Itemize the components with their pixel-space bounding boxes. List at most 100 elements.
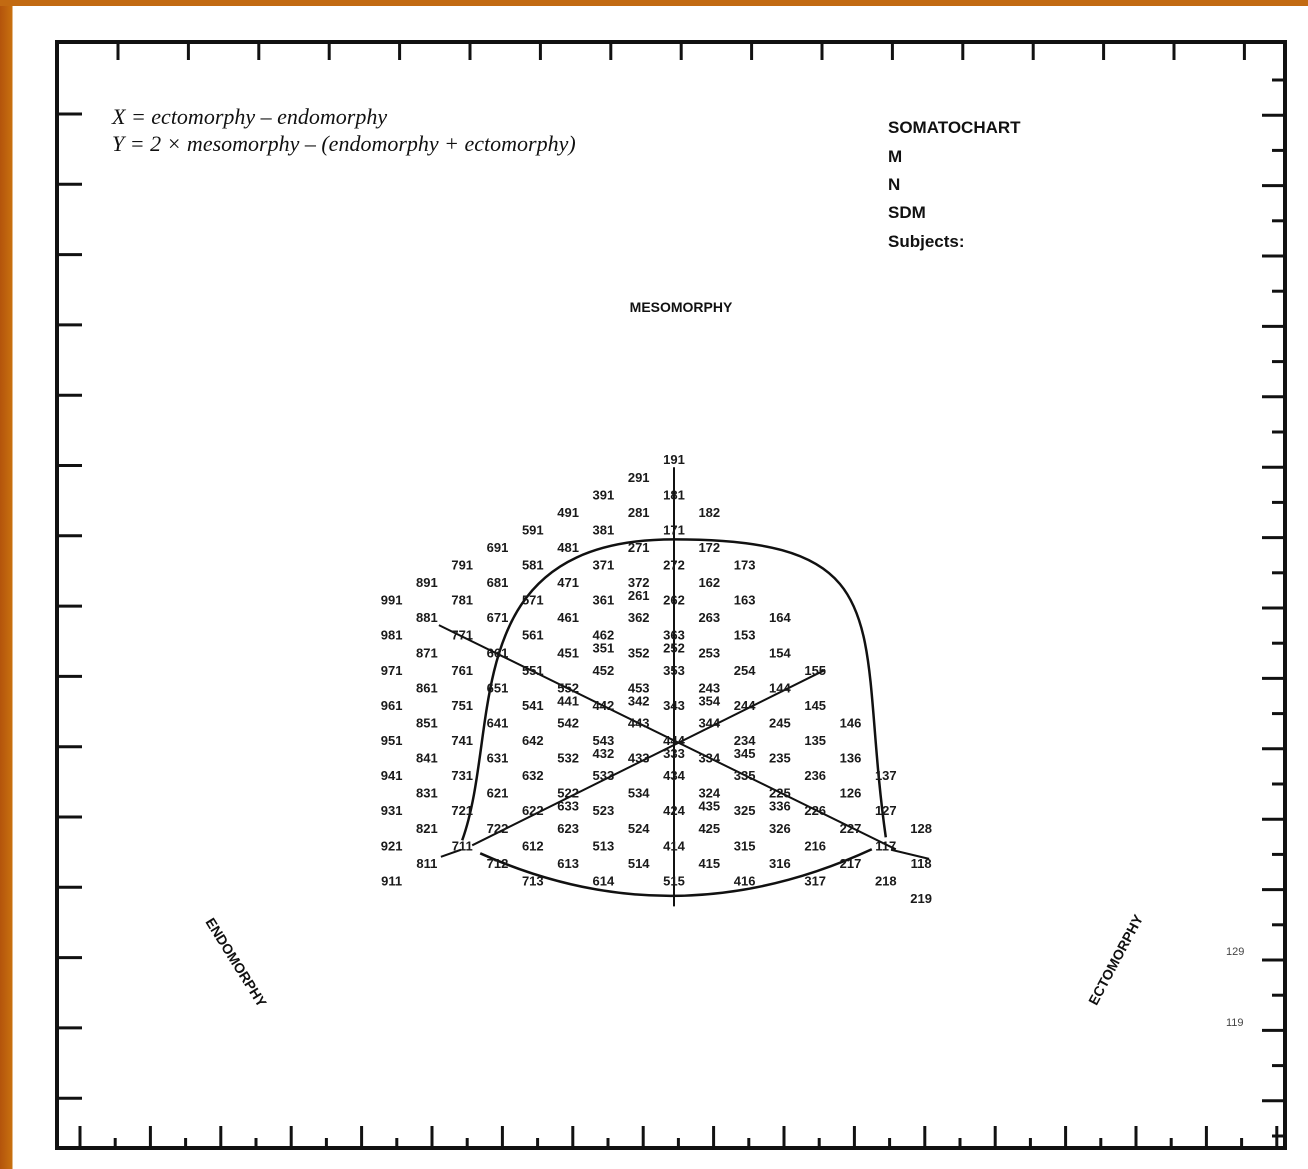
somatotype-label: 226 (804, 803, 826, 818)
somatotype-label: 633 (557, 799, 579, 814)
somatotype-label: 243 (698, 680, 720, 695)
somatotype-label: 162 (698, 575, 720, 590)
somatotype-label: 851 (416, 715, 438, 730)
somatotype-label: 571 (522, 593, 544, 608)
somatotype-label: 415 (698, 856, 720, 871)
legend-item-n: N (888, 175, 900, 194)
somatotype-label: 244 (734, 698, 756, 713)
somatotype-label: 164 (769, 610, 791, 625)
somatotype-label: 891 (416, 575, 438, 590)
somatotype-label: 444 (663, 733, 685, 748)
somatotype-label: 225 (769, 786, 791, 801)
somatotype-labels: 191 181 291 391 281 182 491 381 171 591 481 271 172 6… (381, 452, 932, 906)
somatotype-label: 363 (663, 628, 685, 643)
somatotype-label: 461 (557, 610, 579, 625)
somatotype-label: 361 (593, 593, 615, 608)
somatotype-label: 841 (416, 751, 438, 766)
somatotype-label: 146 (840, 715, 862, 730)
somatotype-label: 623 (557, 821, 579, 836)
somatotype-label: 941 (381, 768, 403, 783)
somatotype-label: 433 (628, 751, 650, 766)
somatotype-label: 351 (593, 641, 615, 656)
somatotype-label: 424 (663, 803, 685, 818)
somatotype-label: 491 (557, 505, 579, 520)
somatotype-label: 831 (416, 786, 438, 801)
somatotype-label: 172 (698, 540, 720, 555)
somatotype-label: 453 (628, 680, 650, 695)
somatotype-label: 372 (628, 575, 650, 590)
somatotype-label: 614 (593, 873, 615, 888)
somatotype-label: 881 (416, 610, 438, 625)
somatotype-label: 163 (734, 593, 756, 608)
mesomorphy-label: MESOMORPHY (630, 299, 733, 315)
somatotype-label: 281 (628, 505, 650, 520)
somatotype-label: 371 (593, 558, 615, 573)
somatotype-label: 291 (628, 470, 650, 485)
somatotype-label: 218 (875, 873, 897, 888)
legend-item-sdm: SDM (888, 203, 926, 222)
somatotype-label: 173 (734, 558, 756, 573)
somatotype-label: 551 (522, 663, 544, 678)
somatotype-label: 435 (698, 799, 720, 814)
somatotype-label: 381 (593, 522, 615, 537)
somatotype-label: 362 (628, 610, 650, 625)
somatotype-label: 234 (734, 733, 756, 748)
somatotype-label: 128 (910, 821, 932, 836)
somatotype-label: 671 (487, 610, 509, 625)
somatotype-label: 236 (804, 768, 826, 783)
somatotype-label: 722 (487, 821, 509, 836)
somatotype-label: 153 (734, 628, 756, 643)
somatotype-label: 316 (769, 856, 791, 871)
somatotype-label: 219 (910, 891, 932, 906)
somatotype-label: 534 (628, 786, 650, 801)
somatotype-label: 481 (557, 540, 579, 555)
somatotype-label: 253 (698, 645, 720, 660)
somatotype-label: 136 (840, 751, 862, 766)
somatotype-label: 971 (381, 663, 403, 678)
legend-item-subjects: Subjects: (888, 232, 965, 251)
somatotype-label: 771 (451, 628, 473, 643)
somatotype-label: 513 (593, 838, 615, 853)
somatotype-label: 154 (769, 645, 791, 660)
somatotype-label: 871 (416, 645, 438, 660)
somatotype-label: 352 (628, 645, 650, 660)
somatotype-label: 961 (381, 698, 403, 713)
somatotype-label: 514 (628, 856, 650, 871)
somatotype-label: 434 (663, 768, 685, 783)
somatotype-label: 315 (734, 838, 756, 853)
somatotype-label: 354 (698, 693, 720, 708)
somatotype-label: 182 (698, 505, 720, 520)
somatotype-label: 581 (522, 558, 544, 573)
somatotype-label: 591 (522, 522, 544, 537)
somatotype-label: 731 (451, 768, 473, 783)
chart-frame (55, 40, 1287, 1150)
somatotype-label: 911 (381, 873, 402, 888)
somatotype-label: 217 (840, 856, 862, 871)
somatotype-label: 522 (557, 786, 579, 801)
somatotype-label: 621 (487, 786, 509, 801)
somatotype-label: 612 (522, 838, 544, 853)
somatotype-label: 811 (416, 856, 437, 871)
somatotype-label: 262 (663, 593, 685, 608)
somatotype-label: 336 (769, 799, 791, 814)
somatotype-label: 542 (557, 715, 579, 730)
somatotype-label: 443 (628, 715, 650, 730)
somatotype-label: 155 (804, 663, 826, 678)
somatotype-label: 272 (663, 558, 685, 573)
somatotype-label: 414 (663, 838, 685, 853)
somatotype-label: 127 (875, 803, 897, 818)
somatotype-label: 951 (381, 733, 403, 748)
somatotype-label: 712 (487, 856, 509, 871)
somatotype-label: 921 (381, 838, 403, 853)
somatotype-label: 325 (734, 803, 756, 818)
somatotype-label: 533 (593, 768, 615, 783)
somatotype-label: 245 (769, 715, 791, 730)
somatotype-label: 471 (557, 575, 579, 590)
somatotype-label: 821 (416, 821, 438, 836)
side-mark-129: 129 (1226, 946, 1244, 958)
somatotype-label: 334 (698, 751, 720, 766)
somatotype-label: 126 (840, 786, 862, 801)
somatotype-label: 353 (663, 663, 685, 678)
somatotype-label: 741 (451, 733, 473, 748)
somatotype-label: 227 (840, 821, 862, 836)
